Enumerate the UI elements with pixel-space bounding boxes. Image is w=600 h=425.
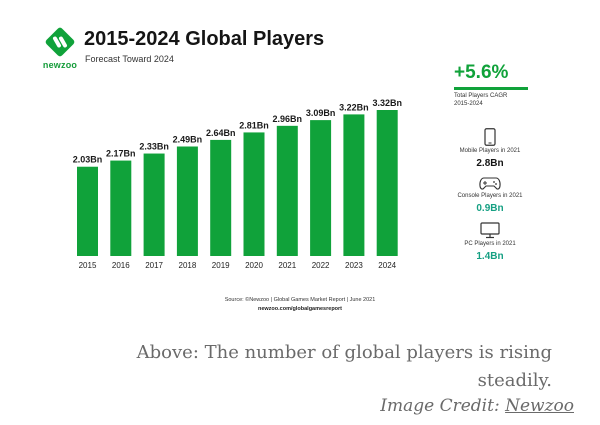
data-label-2018: 2.49Bn [173,135,203,145]
cagr-value: +5.6% [454,62,509,83]
chart-subtitle: Forecast Toward 2024 [85,54,174,64]
stat-console-value: 0.9Bn [476,203,504,214]
bar-2023 [343,114,365,257]
infographic: newzoo 2015-2024 Global Players Forecast… [40,0,546,325]
bar-2024 [376,110,398,256]
source-note: Source: ©Newzoo | Global Games Market Re… [224,297,376,303]
logo-text: newzoo [42,60,78,70]
bar-2015 [77,166,98,256]
x-tick-2022: 2022 [312,261,330,270]
data-label-2019: 2.64Bn [206,128,236,138]
x-tick-2023: 2023 [345,261,363,270]
monitor-icon [480,222,500,239]
cagr-label: Total Players CAGR 2015-2024 [454,92,507,108]
bar-2018 [176,146,198,256]
data-label-2015: 2.03Bn [73,155,103,165]
bar-chart: 2.03Bn 2015 2.17Bn 2016 2.33Bn 2017 2.49Bn 2018… [73,98,402,270]
newzoo-logo-icon [45,27,75,57]
cagr-period: 2015-2024 [454,101,483,107]
bar-2020 [243,132,265,256]
x-tick-2020: 2020 [245,261,263,270]
credit-source-link[interactable]: Newzoo [505,396,574,416]
data-label-2016: 2.17Bn [106,149,136,159]
data-label-2017: 2.33Bn [139,142,169,152]
stat-pc-value: 1.4Bn [476,251,504,262]
stat-mobile-label: Mobile Players in 2021 [459,148,521,154]
bar-2016 [110,160,132,256]
data-label-2020: 2.81Bn [239,120,269,130]
data-label-2024: 3.32Bn [372,98,402,108]
bar-2021 [276,125,298,256]
x-tick-2019: 2019 [212,261,230,270]
newzoo-logo: newzoo [40,26,80,74]
image-credit: Image Credit: Newzoo [380,396,574,416]
x-tick-2024: 2024 [378,261,396,270]
cagr-divider [454,87,528,90]
x-tick-2017: 2017 [145,261,163,270]
bar-2019 [210,139,232,256]
stat-pc-label: PC Players in 2021 [464,241,516,247]
data-label-2021: 2.96Bn [273,114,303,124]
stat-pc: PC Players in 2021 1.4Bn [446,222,534,262]
stat-mobile-value: 2.8Bn [476,158,504,169]
mobile-phone-icon [484,128,496,146]
stat-console: Console Players in 2021 0.9Bn [446,175,534,214]
x-tick-2015: 2015 [79,261,97,270]
credit-prefix: Image Credit: [380,396,506,416]
image-caption: Above: The number of global players is r… [136,342,552,391]
data-label-2022: 3.09Bn [306,108,336,118]
bar-2022 [310,120,332,256]
gamepad-icon [479,177,501,190]
stat-console-label: Console Players in 2021 [457,193,523,199]
sidebar: +5.6% Total Players CAGR 2015-2024 Mobil… [446,0,546,325]
stat-mobile: Mobile Players in 2021 2.8Bn [446,128,534,169]
chart-title: 2015-2024 Global Players [84,28,325,50]
source-url: newzoo.com/globalgamesreport [257,306,343,312]
x-tick-2021: 2021 [278,261,296,270]
cagr-label-text: Total Players CAGR [454,93,508,99]
x-tick-2018: 2018 [179,261,197,270]
data-label-2023: 3.22Bn [339,102,369,112]
x-tick-2016: 2016 [112,261,130,270]
bar-2017 [143,153,165,256]
